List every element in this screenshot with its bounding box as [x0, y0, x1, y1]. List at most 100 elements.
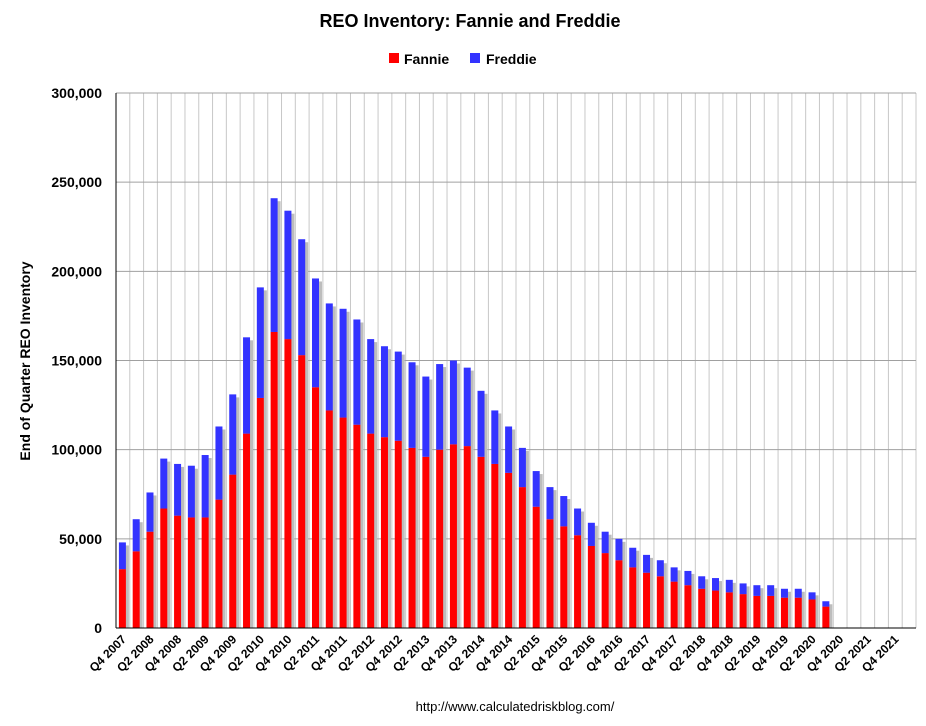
- bar-freddie: [712, 578, 719, 591]
- bar-fannie: [187, 517, 195, 628]
- bar-fannie: [643, 572, 651, 628]
- bar-fannie: [725, 592, 733, 628]
- bar-fannie: [339, 417, 347, 628]
- bar-fannie: [532, 506, 540, 628]
- bar-freddie: [670, 567, 678, 582]
- bar-fannie: [463, 446, 471, 628]
- bar-freddie: [546, 487, 554, 520]
- bar-freddie: [187, 465, 195, 518]
- bar-fannie: [601, 553, 609, 628]
- bar-fannie: [698, 588, 706, 628]
- bar-freddie: [574, 508, 582, 536]
- bar-fannie: [477, 456, 485, 628]
- bar-fannie: [160, 508, 168, 628]
- y-tick-label: 250,000: [51, 174, 102, 190]
- legend-swatch-freddie: [470, 53, 480, 63]
- bar-fannie: [753, 595, 761, 628]
- bar-freddie: [160, 458, 168, 509]
- bar-fannie: [132, 551, 140, 628]
- bar-fannie: [629, 567, 637, 628]
- legend: Fannie Freddie: [389, 51, 537, 67]
- bar-freddie: [684, 570, 692, 586]
- bar-freddie: [270, 198, 278, 332]
- y-tick-label: 150,000: [51, 353, 102, 369]
- bar-freddie: [532, 471, 540, 507]
- bar-fannie: [312, 387, 319, 628]
- bar-freddie: [408, 362, 416, 448]
- bar-fannie: [780, 597, 788, 628]
- bar-freddie: [698, 576, 706, 589]
- y-tick-label: 300,000: [51, 85, 102, 101]
- bar-freddie: [753, 585, 761, 596]
- bar-fannie: [449, 444, 457, 628]
- bar-freddie: [560, 496, 568, 527]
- bar-freddie: [339, 308, 347, 418]
- bar-freddie: [629, 547, 637, 568]
- bar-fannie: [256, 397, 264, 628]
- legend-label-freddie: Freddie: [486, 51, 537, 67]
- bar-freddie: [284, 210, 292, 340]
- bar-fannie: [422, 456, 430, 628]
- bar-fannie: [394, 440, 402, 628]
- bar-fannie: [518, 487, 526, 628]
- legend-label-fannie: Fannie: [404, 51, 449, 67]
- bar-freddie: [394, 351, 402, 441]
- bar-freddie: [353, 319, 361, 425]
- bar-freddie: [794, 588, 802, 598]
- bar-freddie: [367, 339, 375, 434]
- bar-freddie: [643, 554, 651, 573]
- bar-fannie: [380, 437, 388, 628]
- bar-freddie: [491, 410, 499, 464]
- bar-fannie: [353, 424, 361, 628]
- bar-fannie: [367, 433, 375, 628]
- bar-fannie: [794, 597, 802, 628]
- plot-area: 0 50,000 100,000 150,000 200,000 250,000 300,0…: [51, 85, 917, 675]
- bar-freddie: [739, 583, 747, 595]
- chart-title: REO Inventory: Fannie and Freddie: [319, 11, 620, 31]
- bar-freddie: [449, 360, 457, 445]
- bar-freddie: [767, 585, 775, 596]
- bar-fannie: [684, 585, 692, 628]
- bar-fannie: [215, 499, 223, 628]
- bar-freddie: [118, 542, 126, 570]
- bar-fannie: [146, 531, 154, 628]
- bar-fannie: [670, 581, 678, 628]
- bar-freddie: [201, 455, 209, 518]
- bar-fannie: [270, 331, 278, 628]
- bar-freddie: [477, 390, 485, 457]
- bar-fannie: [229, 474, 237, 628]
- bar-freddie: [243, 337, 251, 434]
- legend-swatch-fannie: [389, 53, 399, 63]
- bar-freddie: [615, 538, 623, 561]
- bar-freddie: [463, 367, 471, 447]
- bar-fannie: [201, 517, 209, 628]
- bar-fannie: [574, 535, 582, 628]
- bar-fannie: [174, 515, 182, 628]
- bar-fannie: [808, 599, 816, 628]
- bar-freddie: [256, 287, 264, 398]
- bar-fannie: [436, 449, 444, 628]
- bar-fannie: [546, 519, 554, 628]
- bar-freddie: [780, 588, 788, 598]
- bar-freddie: [822, 601, 830, 607]
- bar-fannie: [284, 339, 292, 628]
- y-tick-label: 50,000: [59, 531, 102, 547]
- bar-freddie: [587, 522, 595, 546]
- bar-freddie: [215, 426, 223, 500]
- bar-freddie: [380, 346, 388, 438]
- bar-freddie: [146, 492, 154, 532]
- bar-freddie: [808, 592, 816, 600]
- bar-freddie: [725, 579, 733, 593]
- bar-freddie: [229, 394, 237, 475]
- bar-fannie: [325, 410, 333, 628]
- bar-fannie: [656, 576, 664, 628]
- bar-fannie: [243, 433, 251, 628]
- bar-freddie: [505, 426, 513, 473]
- bar-fannie: [118, 569, 126, 628]
- bar-fannie: [298, 355, 306, 628]
- bar-freddie: [436, 364, 444, 450]
- bar-freddie: [422, 376, 430, 457]
- bar-fannie: [408, 447, 416, 628]
- bar-freddie: [132, 519, 140, 552]
